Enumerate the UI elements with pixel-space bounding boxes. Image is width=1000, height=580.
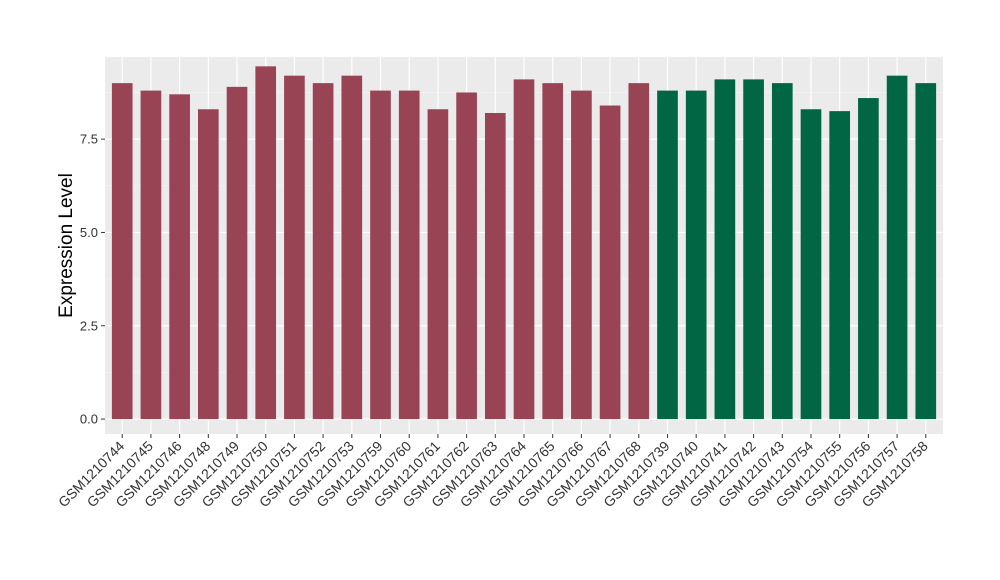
bar-GSM1210763 [484,112,506,420]
bar-GSM1210758 [915,83,937,420]
x-axis: GSM1210744GSM1210745GSM1210746GSM1210748… [55,434,931,510]
bar-GSM1210761 [427,109,449,420]
bar-GSM1210765 [542,83,564,420]
bar-GSM1210748 [197,109,219,420]
bar-GSM1210751 [284,75,305,420]
bar-GSM1210762 [456,92,477,420]
y-axis-title: Expression Level [56,173,77,318]
bar-GSM1210766 [571,90,592,420]
y-tick-label: 5.0 [80,225,98,240]
bar-GSM1210756 [858,98,879,420]
y-tick-label: 0.0 [80,412,98,427]
y-tick-label: 2.5 [80,318,98,333]
bar-GSM1210744 [111,83,133,420]
bars [111,66,937,420]
bar-GSM1210760 [398,90,420,420]
bar-GSM1210764 [513,79,535,420]
bar-GSM1210754 [800,109,822,420]
bar-GSM1210759 [370,90,391,420]
bar-GSM1210745 [140,90,162,420]
y-tick-label: 7.5 [80,132,98,147]
bar-GSM1210742 [743,79,764,420]
bar-GSM1210739 [657,90,678,420]
bar-GSM1210768 [628,83,650,420]
y-axis: 0.0 2.5 5.0 7.5 [80,132,105,427]
bar-GSM1210750 [255,66,277,420]
bar-GSM1210757 [886,75,908,420]
bar-GSM1210752 [312,83,334,420]
bar-GSM1210755 [829,111,851,420]
bar-GSM1210743 [771,83,793,420]
bar-GSM1210753 [341,75,363,420]
bar-GSM1210749 [226,86,248,420]
bar-GSM1210746 [169,94,190,420]
bar-GSM1210741 [714,79,736,420]
bar-GSM1210767 [599,105,621,420]
bar-GSM1210740 [685,90,707,420]
